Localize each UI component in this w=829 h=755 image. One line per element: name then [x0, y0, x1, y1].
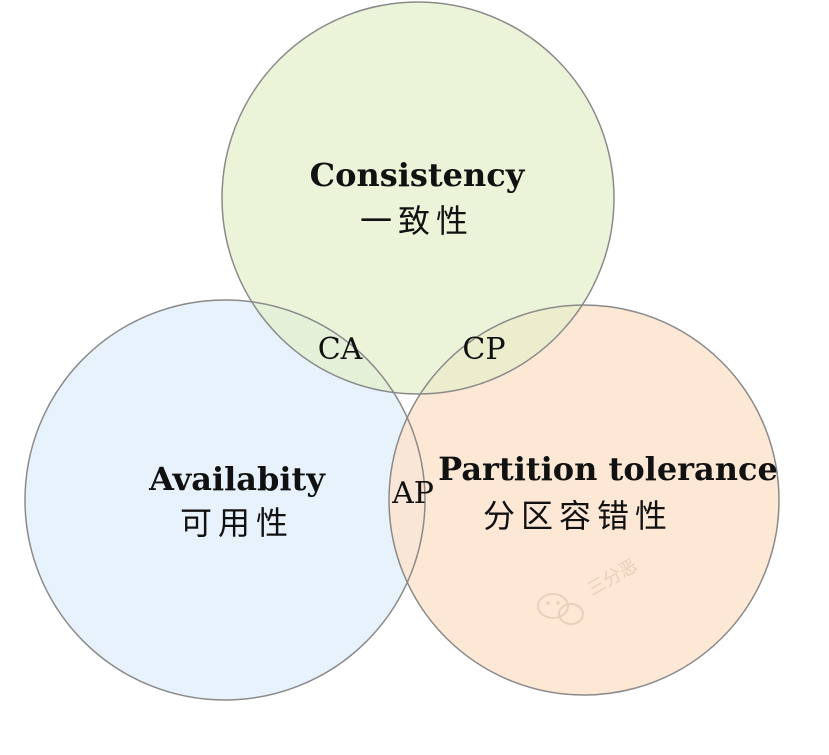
- ap-intersection-label: AP: [391, 476, 434, 511]
- partition-tolerance-outline: [388, 304, 780, 696]
- consistency-subtitle: 一致性: [360, 202, 474, 240]
- consistency-outline: [221, 1, 615, 395]
- availability-outline: [24, 299, 426, 701]
- wechat-icon: [537, 593, 584, 625]
- consistency-title: Consistency: [310, 156, 526, 194]
- availability-subtitle: 可用性: [180, 504, 294, 542]
- partition-tolerance-title: Partition tolerance: [438, 450, 778, 488]
- consistency-circle: [222, 2, 614, 394]
- ca-intersection-label: CA: [318, 332, 363, 367]
- partition-tolerance-subtitle: 分区容错性: [483, 497, 673, 535]
- partition-tolerance-circle: [389, 305, 779, 695]
- availability-title: Availabity: [148, 460, 326, 498]
- availability-circle: [25, 300, 425, 700]
- cp-intersection-label: CP: [462, 332, 505, 367]
